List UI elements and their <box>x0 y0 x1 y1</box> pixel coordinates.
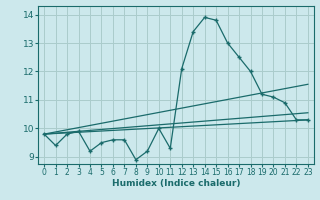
X-axis label: Humidex (Indice chaleur): Humidex (Indice chaleur) <box>112 179 240 188</box>
